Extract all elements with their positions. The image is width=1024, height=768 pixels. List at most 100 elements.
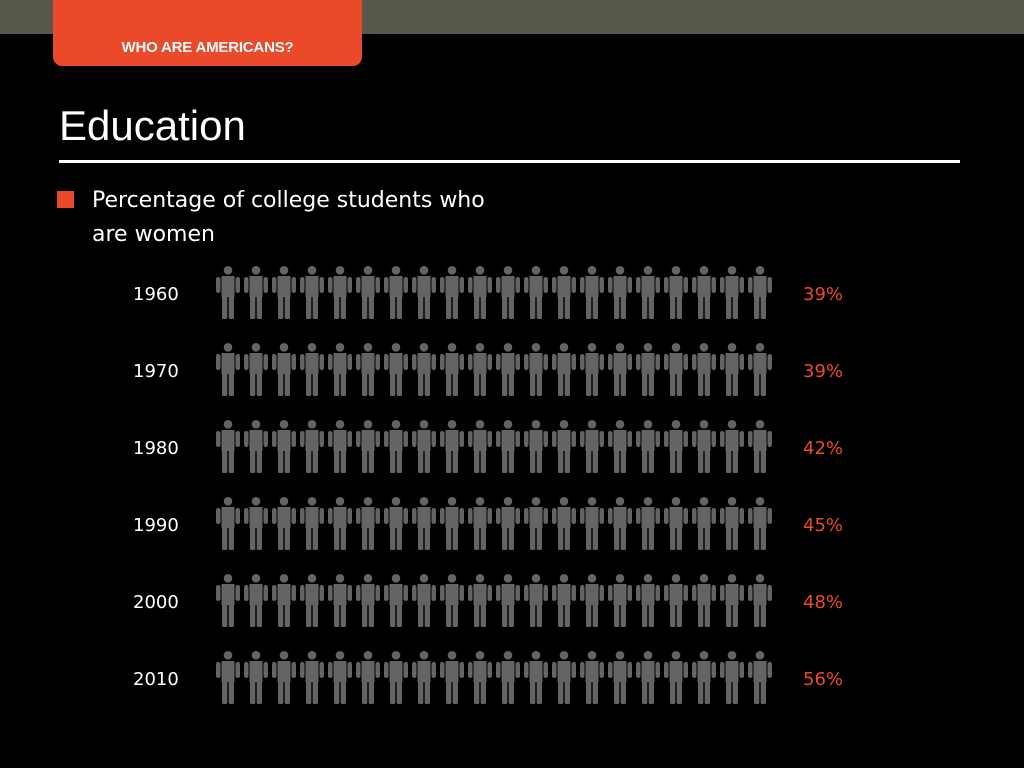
- person-icon: [300, 420, 324, 473]
- person-icon: [468, 497, 492, 550]
- person-icon: [608, 574, 632, 627]
- person-icon: [244, 651, 268, 704]
- person-icon: [272, 420, 296, 473]
- person-icon: [580, 343, 604, 396]
- person-icon: [356, 574, 380, 627]
- person-icon: [412, 343, 436, 396]
- person-icon: [272, 651, 296, 704]
- person-icon: [412, 651, 436, 704]
- person-icon: [216, 497, 240, 550]
- person-icon: [552, 497, 576, 550]
- person-icon: [664, 266, 688, 319]
- person-icon: [524, 497, 548, 550]
- person-icon: [748, 343, 772, 396]
- percent-label: 45%: [803, 515, 843, 536]
- person-icon: [580, 651, 604, 704]
- year-label: 1980: [133, 438, 179, 459]
- person-icon: [216, 420, 240, 473]
- person-icon: [356, 420, 380, 473]
- section-tab: WHO ARE AMERICANS?: [53, 0, 362, 66]
- year-label: 1970: [133, 361, 179, 382]
- person-icon: [636, 497, 660, 550]
- person-icon: [384, 266, 408, 319]
- person-icon: [440, 497, 464, 550]
- person-icon: [720, 420, 744, 473]
- person-icon: [272, 574, 296, 627]
- person-icon: [356, 343, 380, 396]
- person-icon: [692, 420, 716, 473]
- person-icon: [468, 651, 492, 704]
- person-icon: [300, 266, 324, 319]
- person-icon: [440, 651, 464, 704]
- person-icon: [216, 651, 240, 704]
- percent-label: 39%: [803, 361, 843, 382]
- person-icon: [216, 343, 240, 396]
- person-icon: [356, 497, 380, 550]
- person-icon: [748, 266, 772, 319]
- person-icon: [496, 651, 520, 704]
- person-icon: [608, 651, 632, 704]
- person-icon: [720, 343, 744, 396]
- person-icon: [580, 574, 604, 627]
- person-icon: [496, 497, 520, 550]
- person-icon: [496, 574, 520, 627]
- person-icon: [524, 574, 548, 627]
- chart-title: Percentage of college students who are w…: [92, 188, 485, 247]
- person-icon: [244, 497, 268, 550]
- percent-label: 56%: [803, 669, 843, 690]
- chart-row-1970: 1970 39%: [133, 343, 843, 396]
- person-icon: [384, 574, 408, 627]
- year-label: 2000: [133, 592, 179, 613]
- person-icon: [720, 651, 744, 704]
- person-icon: [580, 420, 604, 473]
- person-icon: [552, 574, 576, 627]
- person-icon: [300, 343, 324, 396]
- person-icon: [524, 266, 548, 319]
- person-icon: [244, 420, 268, 473]
- percent-label: 42%: [803, 438, 843, 459]
- person-icon: [328, 651, 352, 704]
- person-icon: [608, 420, 632, 473]
- person-icon: [216, 574, 240, 627]
- person-icon: [608, 497, 632, 550]
- person-icon: [244, 343, 268, 396]
- person-icon: [664, 420, 688, 473]
- person-icon: [384, 420, 408, 473]
- person-icon: [692, 574, 716, 627]
- person-icon: [384, 651, 408, 704]
- person-icon: [552, 420, 576, 473]
- person-icon: [496, 343, 520, 396]
- bullet-square-icon: [57, 191, 74, 208]
- person-icon: [692, 266, 716, 319]
- title-divider: [59, 160, 960, 163]
- chart-row-2000: 2000 48%: [133, 574, 843, 627]
- person-icon: [664, 497, 688, 550]
- chart-row-1980: 1980 42%: [133, 420, 843, 473]
- person-icon: [664, 343, 688, 396]
- person-icon: [272, 497, 296, 550]
- person-icon: [412, 420, 436, 473]
- person-icon: [580, 497, 604, 550]
- person-icon: [412, 266, 436, 319]
- person-icon: [440, 420, 464, 473]
- slide-title: Education: [59, 102, 246, 149]
- chart-row-1960: 1960 39%: [133, 266, 843, 319]
- person-icon: [468, 343, 492, 396]
- person-icon: [580, 266, 604, 319]
- person-icon: [440, 574, 464, 627]
- person-icon: [300, 574, 324, 627]
- percent-label: 39%: [803, 284, 843, 305]
- person-icon: [748, 651, 772, 704]
- person-icon: [468, 420, 492, 473]
- person-icon: [244, 266, 268, 319]
- person-icon: [524, 651, 548, 704]
- person-icon: [216, 266, 240, 319]
- person-icon: [300, 651, 324, 704]
- person-icon: [636, 574, 660, 627]
- person-icon: [552, 266, 576, 319]
- person-icon: [328, 343, 352, 396]
- person-icon: [692, 343, 716, 396]
- person-icon: [664, 651, 688, 704]
- person-icon: [356, 266, 380, 319]
